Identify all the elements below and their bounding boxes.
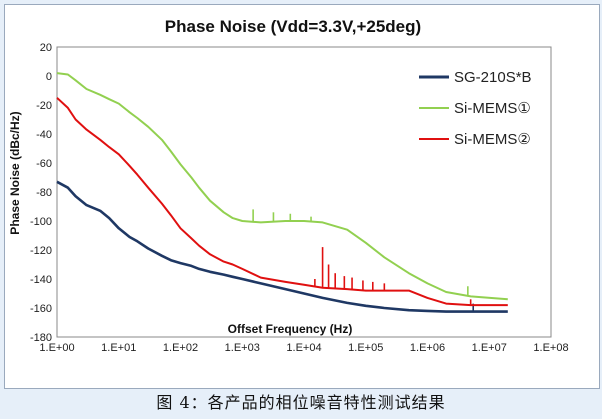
legend-label: SG-210S*B	[454, 69, 532, 86]
x-tick-label: 1.E+01	[101, 342, 136, 354]
y-tick-label: -180	[30, 332, 52, 344]
series-line	[56, 180, 508, 313]
legend-label: Si-MEMS①	[454, 100, 531, 117]
y-tick-label: -160	[30, 303, 52, 315]
y-tick-label: -20	[36, 100, 52, 112]
y-tick-label: -60	[36, 158, 52, 170]
x-tick-label: 1.E+06	[410, 342, 445, 354]
y-tick-label: -120	[30, 245, 52, 257]
y-tick-label: 20	[40, 42, 52, 54]
y-tick-label: -140	[30, 274, 52, 286]
y-tick-label: -80	[36, 187, 52, 199]
x-tick-label: 1.E+02	[163, 342, 198, 354]
y-tick-label: 0	[46, 71, 52, 83]
x-tick-label: 1.E+05	[348, 342, 383, 354]
legend-label: Si-MEMS②	[454, 131, 531, 148]
x-tick-label: 1.E+08	[533, 342, 568, 354]
y-tick-label: -100	[30, 216, 52, 228]
y-axis-label: Phase Noise (dBc/Hz)	[8, 111, 22, 234]
plot-area	[56, 46, 552, 338]
x-tick-label: 1.E+00	[39, 342, 74, 354]
figure-caption: 图 4：各产品的相位噪音特性测试结果	[156, 393, 446, 412]
series-line	[56, 97, 508, 307]
chart-panel: Phase Noise (Vdd=3.3V,+25deg) 20 0 -20 -40 -…	[4, 4, 600, 389]
legend: SG-210S*B Si-MEMS① Si-MEMS②	[419, 69, 532, 148]
series-line	[56, 72, 508, 301]
x-axis-label: Offset Frequency (Hz)	[228, 322, 353, 336]
x-tick-label: 1.E+07	[472, 342, 507, 354]
y-tick-label: -40	[36, 129, 52, 141]
phase-noise-chart: Phase Noise (Vdd=3.3V,+25deg) 20 0 -20 -40 -…	[5, 5, 599, 388]
x-tick-label: 1.E+03	[225, 342, 260, 354]
chart-title: Phase Noise (Vdd=3.3V,+25deg)	[165, 17, 421, 36]
x-tick-label: 1.E+04	[286, 342, 321, 354]
